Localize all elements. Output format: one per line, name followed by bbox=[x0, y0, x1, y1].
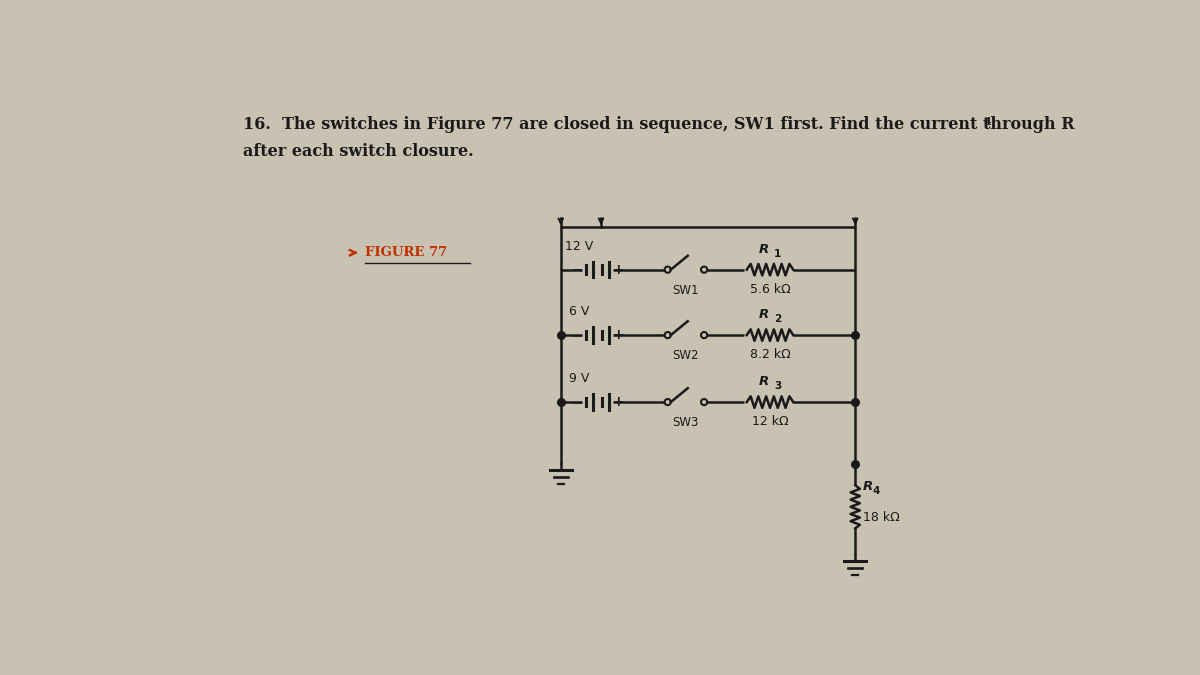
Text: 4: 4 bbox=[872, 486, 880, 496]
Text: 5.6 kΩ: 5.6 kΩ bbox=[750, 283, 791, 296]
Text: −: − bbox=[572, 263, 583, 277]
Text: +: + bbox=[612, 328, 624, 342]
Text: 16.  The switches in Figure 77 are closed in sequence, SW1 first. Find the curre: 16. The switches in Figure 77 are closed… bbox=[242, 115, 1074, 133]
Text: 6 V: 6 V bbox=[569, 305, 589, 318]
Text: 2: 2 bbox=[774, 315, 781, 324]
Text: 8.2 kΩ: 8.2 kΩ bbox=[750, 348, 791, 361]
Text: after each switch closure.: after each switch closure. bbox=[242, 142, 474, 159]
Text: FIGURE 77: FIGURE 77 bbox=[366, 246, 448, 259]
Text: +: + bbox=[612, 263, 624, 277]
Text: SW3: SW3 bbox=[673, 416, 700, 429]
Text: SW2: SW2 bbox=[673, 349, 700, 362]
Text: +: + bbox=[612, 395, 624, 409]
Text: 9 V: 9 V bbox=[569, 372, 589, 385]
Text: SW1: SW1 bbox=[673, 284, 700, 296]
Text: −: − bbox=[572, 395, 583, 409]
Text: R: R bbox=[758, 375, 769, 388]
Text: 12 kΩ: 12 kΩ bbox=[751, 415, 788, 428]
Text: 12 V: 12 V bbox=[565, 240, 594, 252]
Text: −: − bbox=[572, 328, 583, 342]
Text: R: R bbox=[863, 480, 874, 493]
Text: R: R bbox=[758, 243, 769, 256]
Text: 18 kΩ: 18 kΩ bbox=[863, 511, 900, 524]
Text: R: R bbox=[758, 308, 769, 321]
Text: 4: 4 bbox=[983, 115, 991, 127]
Text: 1: 1 bbox=[774, 249, 781, 259]
Text: 3: 3 bbox=[774, 381, 781, 391]
